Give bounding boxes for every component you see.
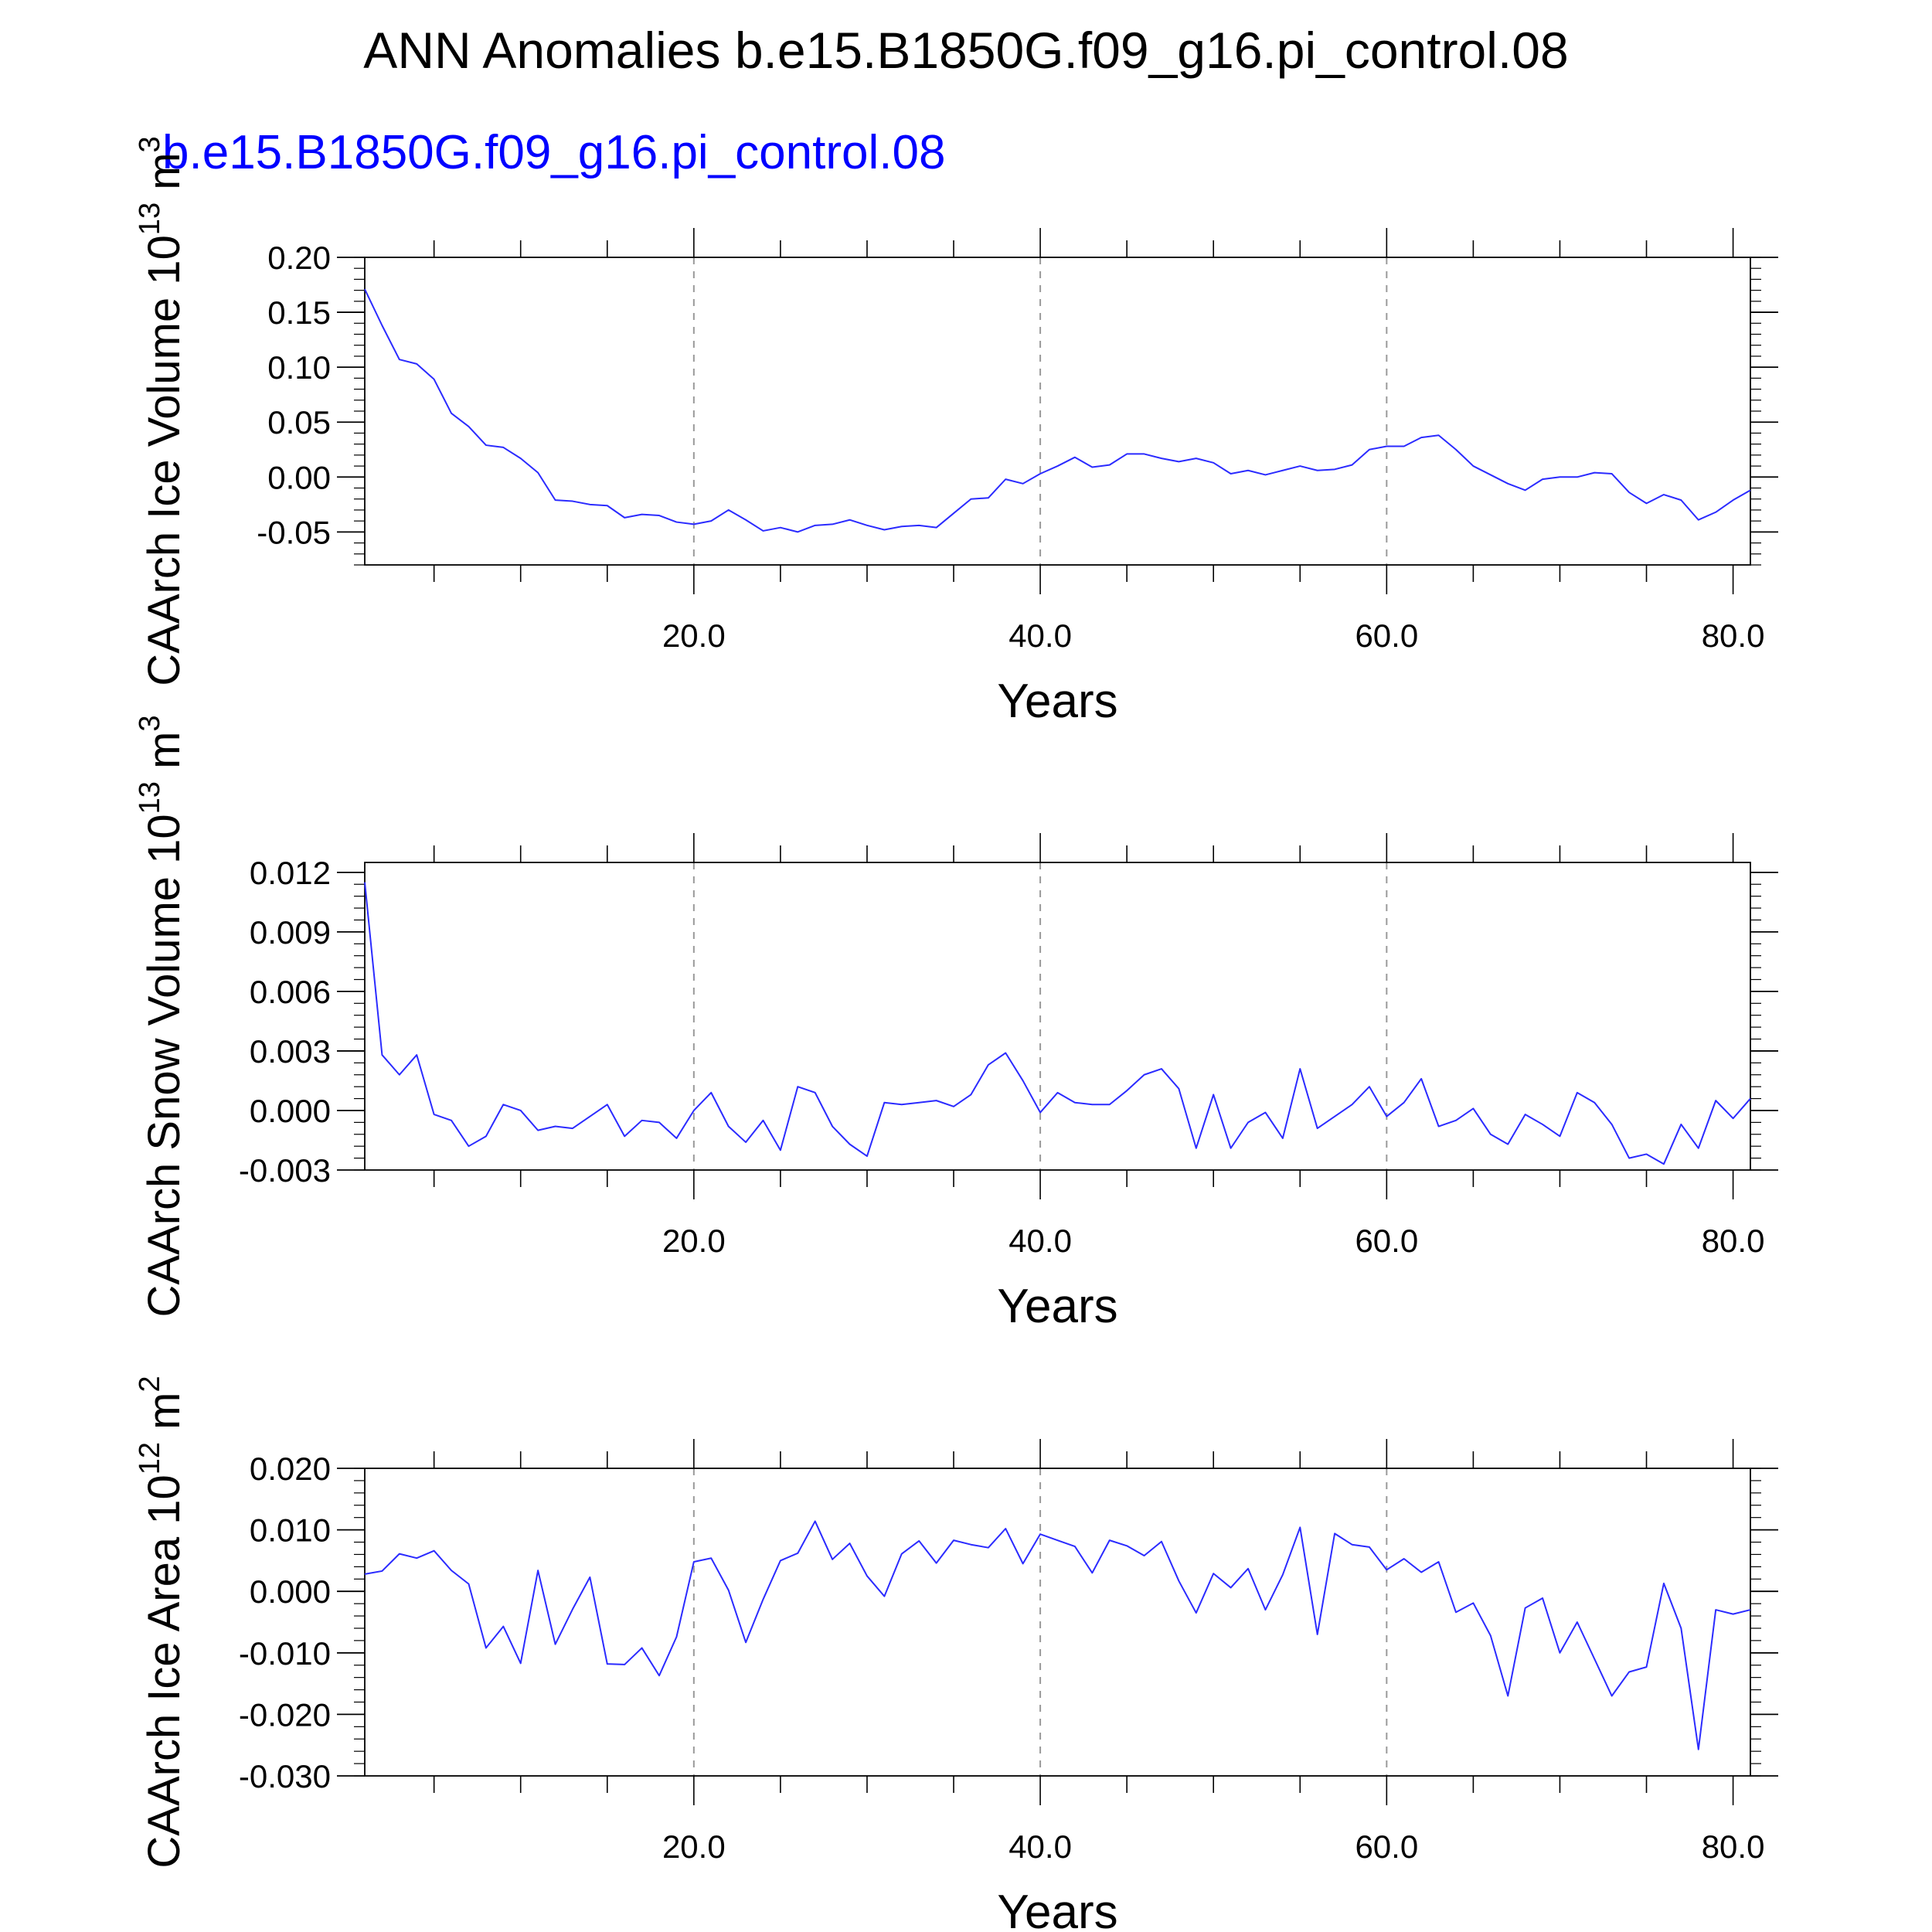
chart-panel-3: 0.020 0.010 0.000 -0.010 -0.020 -0.030 20.0 40.… — [134, 1376, 1778, 1932]
y-tick-label: -0.030 — [239, 1758, 331, 1794]
y-axis-label: CAArch Ice Volume 1013 m3 — [134, 136, 189, 685]
plot-frame — [364, 862, 1751, 1171]
series-line — [364, 1520, 1751, 1750]
y-tick-label: 0.000 — [250, 1573, 331, 1610]
y-tick-label: 0.006 — [250, 974, 331, 1010]
main-title: ANN Anomalies b.e15.B1850G.f09_g16.pi_co… — [363, 22, 1568, 79]
y-axis-label: CAArch Snow Volume 1013 m3 — [134, 715, 189, 1317]
y-axis-label-text: CAArch Ice Area 10 — [139, 1475, 189, 1868]
x-tick-label: 40.0 — [1009, 1828, 1072, 1865]
y-tick-label: 0.003 — [250, 1033, 331, 1070]
y-tick-label: 0.010 — [250, 1512, 331, 1549]
x-tick-label: 20.0 — [662, 1223, 726, 1259]
series-line — [364, 288, 1751, 533]
y-tick-label: -0.020 — [239, 1696, 331, 1733]
series-line — [364, 882, 1751, 1165]
y-axis-label-unit: m — [139, 152, 189, 189]
y-tick-label: 0.012 — [250, 855, 331, 891]
y-tick-label: 0.000 — [250, 1093, 331, 1129]
x-axis-label: Years — [997, 1280, 1117, 1333]
x-tick-label: 20.0 — [662, 617, 726, 654]
y-axis-label-unit: m — [139, 732, 189, 769]
plot-frame — [364, 257, 1751, 566]
panels: 0.20 0.15 0.10 0.05 0.00 -0.05 20.0 40.0 60.0 80.… — [134, 136, 1778, 1932]
y-axis-label-exponent: 13 — [134, 781, 166, 814]
x-tick-label: 40.0 — [1009, 617, 1072, 654]
y-axis-label-text: CAArch Ice Volume 10 — [139, 235, 189, 686]
x-tick-label: 80.0 — [1702, 617, 1765, 654]
y-tick-label: -0.003 — [239, 1152, 331, 1189]
x-axis-label: Years — [997, 1886, 1117, 1932]
y-axis-label-gap — [139, 190, 189, 202]
y-tick-label: -0.05 — [257, 514, 331, 550]
y-tick-label: 0.20 — [267, 240, 331, 276]
plot-frame — [364, 1468, 1751, 1777]
x-tick-label: 60.0 — [1355, 617, 1418, 654]
x-tick-label: 80.0 — [1702, 1223, 1765, 1259]
y-axis-label-text: CAArch Snow Volume 10 — [139, 814, 189, 1317]
y-axis-label: CAArch Ice Area 1012 m2 — [134, 1376, 189, 1868]
y-axis-label-gap — [139, 769, 189, 781]
y-axis-label-unit-exponent: 3 — [134, 136, 166, 152]
y-tick-label: 0.05 — [267, 404, 331, 440]
chart-panel-2: 0.012 0.009 0.006 0.003 0.000 -0.003 20.0 40.0 6… — [134, 715, 1778, 1333]
y-tick-label: 0.10 — [267, 349, 331, 386]
y-axis-label-unit: m — [139, 1393, 189, 1430]
y-tick-label: -0.010 — [239, 1635, 331, 1672]
y-tick-label: 0.009 — [250, 914, 331, 951]
y-tick-label: 0.00 — [267, 459, 331, 495]
y-tick-label: 0.020 — [250, 1451, 331, 1487]
x-tick-label: 20.0 — [662, 1828, 726, 1865]
y-axis-label-exponent: 12 — [134, 1442, 166, 1475]
x-tick-label: 40.0 — [1009, 1223, 1072, 1259]
y-tick-label: 0.15 — [267, 294, 331, 331]
x-tick-label: 80.0 — [1702, 1828, 1765, 1865]
y-axis-label-gap — [139, 1430, 189, 1442]
x-tick-label: 60.0 — [1355, 1223, 1418, 1259]
series-label: b.e15.B1850G.f09_g16.pi_control.08 — [162, 126, 945, 179]
chart-panel-1: 0.20 0.15 0.10 0.05 0.00 -0.05 20.0 40.0 60.0 80.… — [134, 136, 1778, 728]
y-axis-label-unit-exponent: 3 — [134, 715, 166, 731]
x-tick-label: 60.0 — [1355, 1828, 1418, 1865]
x-axis-label: Years — [997, 675, 1117, 728]
y-axis-label-unit-exponent: 2 — [134, 1376, 166, 1392]
y-axis-label-exponent: 13 — [134, 202, 166, 235]
